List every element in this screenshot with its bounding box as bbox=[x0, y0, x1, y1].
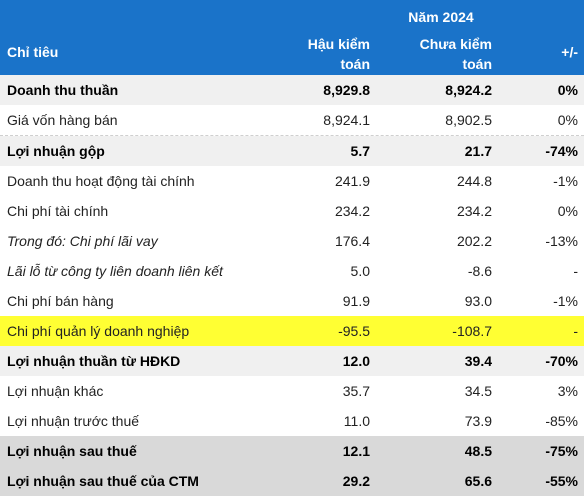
unaudited-value: 8,902.5 bbox=[445, 112, 492, 128]
row-label: Lợi nhuận thuần từ HĐKD bbox=[7, 353, 181, 369]
unaudited-value: 73.9 bbox=[464, 413, 492, 429]
unaudited-header-line1: Chưa kiểm bbox=[419, 36, 492, 52]
audited-value: 234.2 bbox=[334, 203, 370, 219]
row-label: Doanh thu thuần bbox=[7, 82, 119, 98]
audited-value: 8,929.8 bbox=[323, 82, 370, 98]
row-label: Lợi nhuận sau thuế bbox=[7, 443, 137, 459]
table-row: Chi phí bán hàng 91.9 93.0 -1% bbox=[0, 286, 584, 316]
table-row: Lợi nhuận sau thuế 12.1 48.5 -75% bbox=[0, 436, 584, 466]
change-value: - bbox=[573, 323, 578, 339]
change-value: -13% bbox=[545, 233, 578, 249]
row-label: Chi phí tài chính bbox=[7, 203, 109, 219]
table-row: Lãi lỗ từ công ty liên doanh liên kết 5.… bbox=[0, 256, 584, 286]
unaudited-value: 48.5 bbox=[464, 443, 492, 459]
change-value: -85% bbox=[545, 413, 578, 429]
audited-value: 35.7 bbox=[342, 383, 370, 399]
change-value: -1% bbox=[553, 173, 578, 189]
column-header-audited: Hậu kiểm toán bbox=[260, 34, 370, 74]
column-header-change: +/- bbox=[561, 44, 578, 60]
audited-header-line2: toán bbox=[340, 56, 370, 72]
row-label: Lãi lỗ từ công ty liên doanh liên kết bbox=[7, 263, 223, 279]
table-row: Lợi nhuận sau thuế của CTM 29.2 65.6 -55… bbox=[0, 466, 584, 496]
column-header-unaudited: Chưa kiểm toán bbox=[382, 34, 492, 74]
unaudited-value: 34.5 bbox=[464, 383, 492, 399]
change-value: -70% bbox=[545, 353, 578, 369]
unaudited-value: 39.4 bbox=[464, 353, 492, 369]
row-label: Trong đó: Chi phí lãi vay bbox=[7, 233, 158, 249]
row-label: Giá vốn hàng bán bbox=[7, 112, 118, 128]
unaudited-value: 234.2 bbox=[456, 203, 492, 219]
change-value: 0% bbox=[557, 203, 578, 219]
audited-value: 91.9 bbox=[342, 293, 370, 309]
audited-value: 5.7 bbox=[350, 143, 370, 159]
unaudited-value: 21.7 bbox=[464, 143, 492, 159]
unaudited-value: 202.2 bbox=[456, 233, 492, 249]
row-label: Lợi nhuận sau thuế của CTM bbox=[7, 473, 199, 489]
table-row: Trong đó: Chi phí lãi vay 176.4 202.2 -1… bbox=[0, 226, 584, 256]
change-value: -75% bbox=[545, 443, 578, 459]
change-value: 0% bbox=[557, 82, 578, 98]
change-value: -55% bbox=[545, 473, 578, 489]
audited-value: 12.0 bbox=[342, 353, 370, 369]
audited-value: 5.0 bbox=[350, 263, 370, 279]
table-header: Năm 2024 Chỉ tiêu Hậu kiểm toán Chưa kiể… bbox=[0, 0, 584, 75]
row-label: Chi phí bán hàng bbox=[7, 293, 114, 309]
table-row: Chi phí tài chính 234.2 234.2 0% bbox=[0, 196, 584, 226]
unaudited-value: 244.8 bbox=[456, 173, 492, 189]
row-label: Chi phí quản lý doanh nghiệp bbox=[7, 323, 190, 339]
table-row: Lợi nhuận trước thuế 11.0 73.9 -85% bbox=[0, 406, 584, 436]
change-value: 3% bbox=[557, 383, 578, 399]
column-header-label: Chỉ tiêu bbox=[7, 44, 59, 60]
unaudited-header-line2: toán bbox=[462, 56, 492, 72]
table-row: Lợi nhuận khác 35.7 34.5 3% bbox=[0, 376, 584, 406]
row-label: Doanh thu hoạt động tài chính bbox=[7, 173, 195, 189]
row-label: Lợi nhuận gộp bbox=[7, 143, 105, 159]
row-label: Lợi nhuận trước thuế bbox=[7, 413, 140, 429]
unaudited-value: -8.6 bbox=[467, 263, 492, 279]
unaudited-value: 65.6 bbox=[464, 473, 492, 489]
table-row: Doanh thu hoạt động tài chính 241.9 244.… bbox=[0, 166, 584, 196]
unaudited-value: 8,924.2 bbox=[445, 82, 492, 98]
table-row: Lợi nhuận thuần từ HĐKD 12.0 39.4 -70% bbox=[0, 346, 584, 376]
table-row: Lợi nhuận gộp 5.7 21.7 -74% bbox=[0, 136, 584, 166]
change-value: -74% bbox=[545, 143, 578, 159]
audited-value: 11.0 bbox=[343, 413, 370, 429]
table-row: Doanh thu thuần 8,929.8 8,924.2 0% bbox=[0, 75, 584, 105]
audited-value: 12.1 bbox=[342, 443, 370, 459]
table-row: Giá vốn hàng bán 8,924.1 8,902.5 0% bbox=[0, 105, 584, 136]
audited-value: 8,924.1 bbox=[323, 112, 370, 128]
audited-value: 176.4 bbox=[334, 233, 370, 249]
audited-value: 241.9 bbox=[334, 173, 370, 189]
change-value: - bbox=[573, 263, 578, 279]
audited-value: 29.2 bbox=[342, 473, 370, 489]
audited-value: -95.5 bbox=[338, 323, 370, 339]
unaudited-value: -108.7 bbox=[452, 323, 492, 339]
change-value: -1% bbox=[553, 293, 578, 309]
unaudited-value: 93.0 bbox=[464, 293, 492, 309]
table-row-highlighted: Chi phí quản lý doanh nghiệp -95.5 -108.… bbox=[0, 316, 584, 346]
audited-header-line1: Hậu kiểm bbox=[307, 36, 370, 52]
year-header: Năm 2024 bbox=[408, 9, 474, 25]
row-label: Lợi nhuận khác bbox=[7, 383, 104, 399]
change-value: 0% bbox=[557, 112, 578, 128]
